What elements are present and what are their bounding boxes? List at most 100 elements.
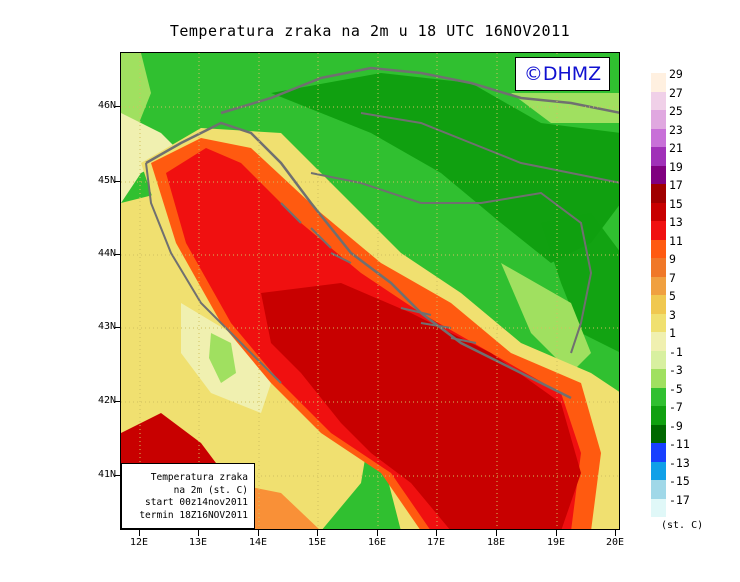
lon-label-19e: 19E [546,537,566,548]
legend-label: 27 [669,85,683,100]
legend-label: -5 [669,381,683,396]
legend-swatch [651,276,666,295]
land-light-south [501,263,591,373]
legend-swatch [651,424,666,443]
lat-tick [115,475,121,476]
lon-label-13e: 13E [188,537,208,548]
dhmz-logo: ©DHMZ [515,57,610,91]
coastline-croatia [145,121,572,400]
lat-label-43n: 43N [97,321,116,332]
lon-label-18e: 18E [486,537,506,548]
legend-label: -17 [669,492,690,507]
legend-label: -9 [669,418,683,433]
legend-label: 3 [669,307,676,322]
legend-label: 29 [669,67,683,81]
coastline-italy [145,162,282,384]
lat-tick [115,181,121,182]
legend-label: 11 [669,233,683,248]
lon-tick [317,530,318,536]
legend-label: 15 [669,196,683,211]
forecast-info-box: Temperatura zraka na 2m (st. C) start 00… [121,463,255,529]
legend-swatch [651,128,666,147]
info-line-termin: termin 18Z16NOV2011 [139,509,248,521]
lat-label-45n: 45N [97,175,116,186]
legend-label: 13 [669,215,683,229]
lon-tick [258,530,259,536]
map-canvas [121,53,619,529]
lon-tick [496,530,497,536]
legend-label: -11 [669,437,690,451]
legend-label: -13 [669,455,690,470]
legend-label: 21 [669,141,683,155]
legend-label: 23 [669,122,683,137]
lon-label-12e: 12E [129,537,149,548]
lat-label-46n: 46N [97,100,116,111]
legend-swatch [651,221,666,240]
legend-swatch [651,461,666,480]
legend-swatch [651,184,666,203]
legend-label: 25 [669,104,683,118]
legend-swatch [651,110,666,129]
land-dark-north [271,73,619,263]
lon-tick [615,530,616,536]
legend-label: 5 [669,289,676,303]
lon-tick [556,530,557,536]
lon-label-15e: 15E [307,537,327,548]
lon-tick [377,530,378,536]
legend-swatch [651,239,666,258]
lon-label-16e: 16E [367,537,387,548]
legend-label: 7 [669,270,676,285]
legend-label: -1 [669,344,683,359]
legend-swatch [651,73,666,92]
legend-label: -3 [669,363,683,377]
border-inland [310,172,593,354]
lat-label-42n: 42N [97,395,116,406]
lon-tick [198,530,199,536]
legend-label: 19 [669,159,683,174]
info-line-start: start 00z14nov2011 [145,497,248,508]
legend-swatch [651,332,666,351]
legend-swatch [651,387,666,406]
lat-tick [115,254,121,255]
lat-label-41n: 41N [97,469,116,480]
lat-label-44n: 44N [97,248,116,259]
italy-green-patch [209,333,236,383]
legend-swatch [651,313,666,332]
legend-label: -7 [669,400,683,414]
legend-swatch [651,443,666,462]
lon-label-17e: 17E [426,537,446,548]
info-line-unit: na 2m (st. C) [173,484,248,496]
lon-label-14e: 14E [248,537,268,548]
map-title: Temperatura zraka na 2m u 18 UTC 16NOV20… [169,22,571,40]
legend-swatch [651,480,666,499]
lat-tick [115,106,121,107]
lon-label-20e: 20E [605,537,625,548]
legend-swatch [651,258,666,277]
legend-swatch [651,498,666,517]
islands [280,202,477,344]
lat-tick [115,401,121,402]
legend-swatch [651,369,666,388]
legend-swatch [651,202,666,221]
legend-unit: (st. C) [661,520,704,531]
legend-label: 17 [669,178,683,192]
lon-tick [139,530,140,536]
info-line-variable: Temperatura zraka [150,472,248,483]
legend-label: 9 [669,252,676,266]
lon-tick [436,530,437,536]
legend-swatch [651,147,666,166]
border-hungary [360,112,619,184]
legend-label: -15 [669,474,690,488]
legend-label: 1 [669,326,676,340]
adriatic-dark-red [261,283,581,529]
legend-swatch [651,295,666,314]
border-north [220,66,619,115]
land-dark-east [541,213,619,352]
legend-swatch [651,91,666,110]
legend-swatch [651,165,666,184]
legend-swatch [651,350,666,369]
lat-tick [115,327,121,328]
legend-swatch [651,406,666,425]
gridlines [121,53,619,529]
temperature-map[interactable] [120,52,620,530]
